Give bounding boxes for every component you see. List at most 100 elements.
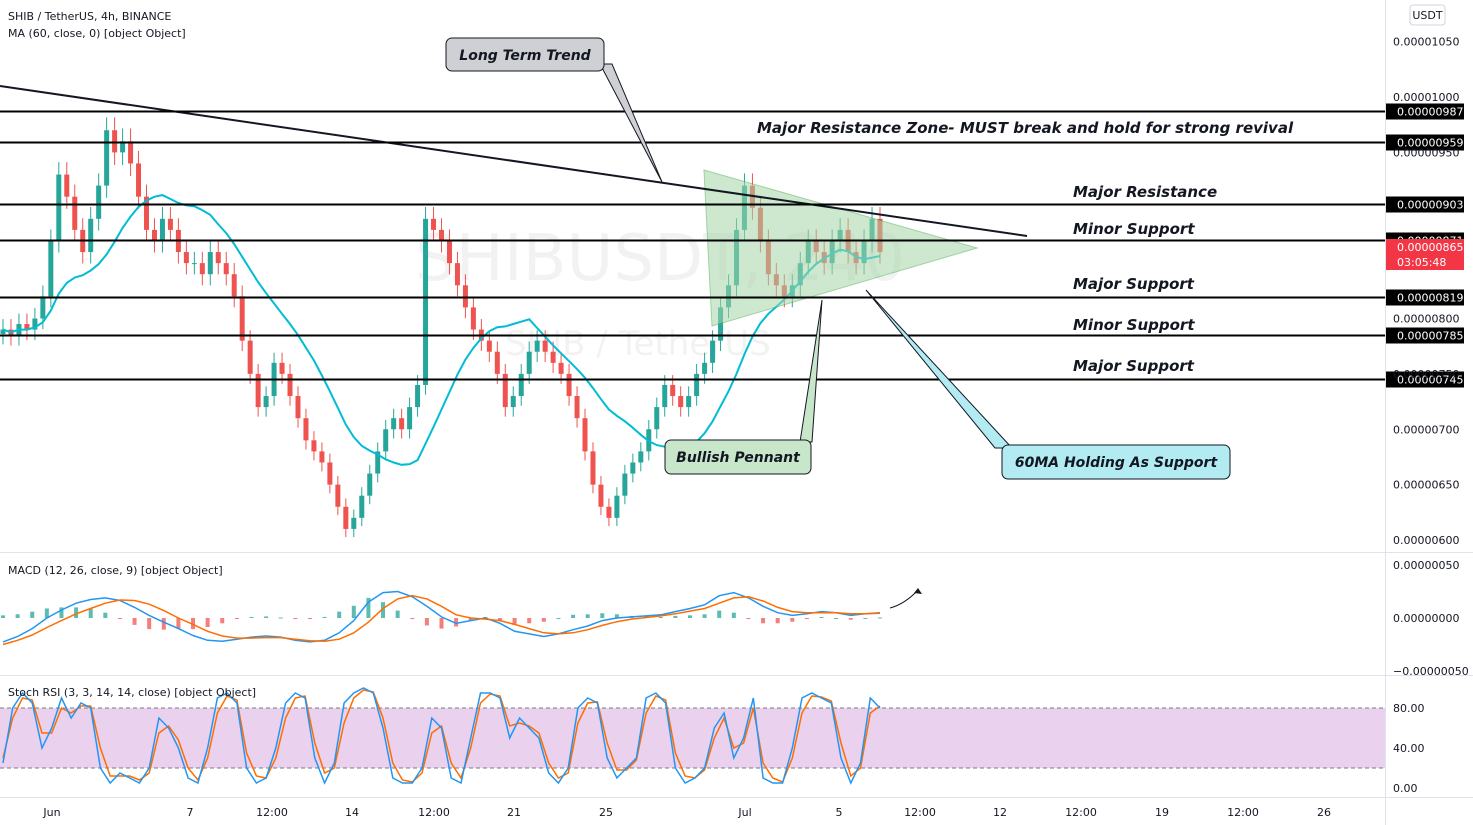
callout-bullish-pennant-text: Bullish Pennant <box>676 450 801 466</box>
rsi-tick: 0.00 <box>1393 782 1418 795</box>
price-tick: 0.00001000 <box>1393 91 1459 104</box>
macd-histogram-bar <box>176 618 181 629</box>
macd-histogram-bar <box>790 618 795 622</box>
candle-body <box>223 263 229 275</box>
watermark-name: SHIB / TetherUS <box>505 324 771 364</box>
price-tick: 0.00000700 <box>1393 423 1459 436</box>
macd-histogram-bar <box>834 618 839 619</box>
macd-histogram-bar <box>673 615 678 618</box>
level-tag-major-support-1 <box>1386 289 1464 306</box>
macd-histogram-bar <box>804 618 809 620</box>
callout-bullish-pennant[interactable] <box>664 439 812 475</box>
macd-histogram-bar <box>307 618 312 620</box>
macd-tick: 0.00000000 <box>1393 612 1459 625</box>
candle-body <box>454 263 460 286</box>
macd-histogram-bar <box>161 618 166 630</box>
macd-histogram-bar <box>381 602 386 618</box>
price-tick: 0.00000950 <box>1393 146 1459 159</box>
macd-histogram-bar <box>147 618 152 630</box>
price-tick: 0.00001050 <box>1393 36 1459 49</box>
time-tick: 5 <box>836 806 843 819</box>
candle-body <box>351 517 357 529</box>
callout-long-term-trend[interactable] <box>445 37 605 72</box>
candle-body <box>287 373 293 397</box>
candle-body <box>295 396 301 419</box>
currency-button[interactable] <box>1409 4 1446 26</box>
macd-histogram-bar <box>556 618 561 619</box>
candle-body <box>606 506 612 518</box>
candle-body <box>670 384 676 397</box>
candle-body <box>207 252 213 275</box>
candle-body <box>686 396 692 408</box>
macd-histogram-bar <box>15 614 20 618</box>
macd-histogram-bar <box>191 618 196 630</box>
callout-60ma-support-text: 60MA Holding As Support <box>1015 455 1219 471</box>
time-axis[interactable]: Jun 7 12:00 14 12:00 21 25 Jul 5 12:00 12 12:00 19 12… <box>42 806 1331 819</box>
long-term-trendline[interactable] <box>0 85 1028 237</box>
candle-body <box>662 384 668 408</box>
price-axis[interactable]: 0.00001050 0.00001000 0.00000950 0.00000800… <box>1393 36 1469 795</box>
macd-histogram-bar <box>322 616 327 618</box>
stoch-rsi-band <box>0 708 1385 768</box>
macd-histogram-bar <box>117 618 122 619</box>
candle-body <box>423 218 429 385</box>
candle-body <box>56 174 62 241</box>
candle-body <box>582 418 588 452</box>
macd-histogram-bar <box>30 611 35 618</box>
candle-body <box>359 495 365 518</box>
macd-histogram-bar <box>512 618 517 625</box>
label-major-support-1: Major Support <box>1073 275 1195 293</box>
callout-60ma-support[interactable] <box>1001 444 1231 480</box>
time-tick: Jul <box>737 806 751 819</box>
macd-histogram-bar <box>775 618 780 624</box>
candle-body <box>64 174 70 197</box>
candle-body <box>167 218 173 230</box>
bullish-pennant-shape[interactable] <box>703 169 979 327</box>
candle-body <box>183 252 189 264</box>
rsi-tick: 40.00 <box>1393 742 1425 755</box>
candle-body <box>375 451 381 474</box>
candle-body <box>231 274 237 297</box>
macd-histogram-bar <box>878 617 882 619</box>
stoch-rsi-k-line[interactable] <box>2 687 881 785</box>
candle-body <box>40 296 46 319</box>
stoch-rsi-d-line[interactable] <box>2 689 881 783</box>
candle-body <box>136 163 142 197</box>
candle-body <box>718 307 724 341</box>
macd-histogram-bar <box>74 607 79 618</box>
label-minor-support-1: Minor Support <box>1073 220 1195 238</box>
macd-histogram-bar <box>220 618 225 624</box>
level-value-major-resistance-zone-top: 0.00000987 <box>1397 106 1463 119</box>
level-tag-major-support-2 <box>1386 371 1464 388</box>
rsi-group <box>2 687 881 785</box>
stoch-rsi-legend[interactable]: Stoch RSI (3, 3, 14, 14, close) [object … <box>8 686 256 699</box>
candle-body <box>510 396 516 408</box>
macd-histogram-bar <box>439 618 444 629</box>
macd-line[interactable] <box>2 590 881 643</box>
callout-pointer-ma <box>865 289 1014 449</box>
price-tick: 0.00000750 <box>1393 368 1459 381</box>
ma-legend[interactable]: MA (60, close, 0) [object Object] <box>8 27 186 40</box>
candle-body <box>367 473 373 496</box>
time-tick: 14 <box>345 806 359 819</box>
candle-body <box>112 130 118 153</box>
macd-histogram-bar <box>234 618 239 620</box>
price-tick: 0.00000800 <box>1393 313 1459 326</box>
macd-legend[interactable]: MACD (12, 26, close, 9) [object Object] <box>8 564 223 577</box>
candle-body <box>558 362 564 374</box>
candle-body <box>550 351 556 363</box>
callout-pointer-long-term <box>599 63 663 183</box>
level-tag-minor-support-2 <box>1386 327 1464 344</box>
candle-body <box>0 329 6 334</box>
candle-body <box>159 218 165 241</box>
macd-histogram-bar <box>702 614 707 618</box>
price-tick: 0.00000650 <box>1393 479 1459 492</box>
symbol-title[interactable]: SHIB / TetherUS, 4h, BINANCE <box>8 10 171 23</box>
candle-body <box>335 484 341 507</box>
macd-histogram-bar <box>249 616 254 618</box>
level-value-minor-support-2: 0.00000785 <box>1397 330 1463 343</box>
signal-line[interactable] <box>2 594 881 646</box>
macd-histogram-bar <box>1 615 5 618</box>
macd-histogram-bar <box>395 610 400 618</box>
